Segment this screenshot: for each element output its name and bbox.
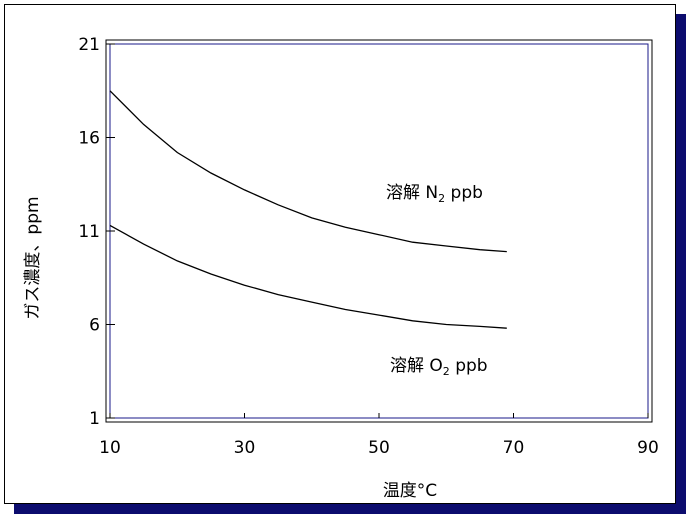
chart-frame bbox=[4, 4, 676, 504]
y-tick-label: 1 bbox=[89, 409, 100, 429]
x-axis-title: 温度°C bbox=[383, 481, 437, 501]
series-line-o2 bbox=[109, 224, 507, 329]
y-tick-label: 21 bbox=[78, 35, 100, 55]
series-label-o2: 溶解 O2 ppb bbox=[390, 356, 488, 378]
x-tick-label: 50 bbox=[368, 438, 390, 458]
x-tick-label: 70 bbox=[503, 438, 525, 458]
x-tick-label: 90 bbox=[637, 438, 659, 458]
x-tick-label: 10 bbox=[99, 438, 121, 458]
y-tick-label: 11 bbox=[78, 222, 100, 242]
x-tick-label: 30 bbox=[234, 438, 256, 458]
y-tick-label: 6 bbox=[89, 316, 100, 336]
y-tick-label: 16 bbox=[78, 129, 100, 149]
series-label-n2: 溶解 N2 ppb bbox=[386, 183, 483, 205]
y-axis-title: ガス濃度、ppm bbox=[23, 196, 43, 319]
series-line-n2 bbox=[109, 90, 507, 253]
plot-area-outer bbox=[105, 39, 653, 423]
plot-area-inner bbox=[109, 43, 649, 419]
